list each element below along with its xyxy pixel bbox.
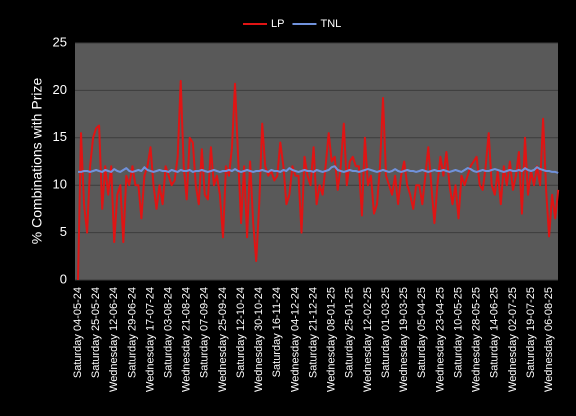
x-tick-label: Saturday 07-09-24 — [199, 287, 211, 378]
y-tick-label: 0 — [60, 271, 67, 286]
y-axis-title: % Combinations with Prize — [29, 78, 45, 245]
x-tick-label: Wednesday 02-07-25 — [507, 287, 519, 392]
x-tick-label: Wednesday 12-02-25 — [362, 287, 374, 392]
x-tick-label: Saturday 14-06-25 — [489, 287, 501, 378]
x-tick-label: Wednesday 12-06-24 — [108, 287, 120, 392]
x-tick-label: Saturday 25-05-24 — [90, 287, 102, 378]
x-tick-label: Wednesday 08-01-25 — [326, 287, 338, 392]
x-tick-label: Wednesday 19-03-25 — [398, 287, 410, 392]
x-tick-label: Saturday 12-10-24 — [235, 287, 247, 378]
line-series — [78, 165, 559, 174]
legend-label: LP — [271, 18, 284, 30]
x-tick-label: Wednesday 30-10-24 — [253, 287, 265, 392]
y-tick-label: 20 — [53, 82, 67, 97]
x-tick-label: Saturday 10-05-25 — [452, 287, 464, 378]
x-tick-label: Saturday 16-11-24 — [271, 287, 283, 377]
x-tick-label: Saturday 19-07-25 — [525, 287, 537, 378]
y-tick-label: 15 — [53, 129, 67, 144]
x-tick-label: Wednesday 28-05-25 — [471, 287, 483, 392]
x-tick-label: Saturday 01-03-25 — [380, 287, 392, 378]
legend-label: TNL — [320, 18, 341, 30]
x-tick-label: Wednesday 06-08-25 — [543, 287, 555, 392]
x-tick-label: Saturday 29-06-24 — [126, 287, 138, 378]
x-tick-label: Wednesday 25-09-24 — [217, 287, 229, 392]
y-tick-label: 25 — [53, 34, 67, 49]
x-tick-label: Wednesday 23-04-25 — [434, 287, 446, 392]
x-tick-label: Wednesday 21-08-24 — [181, 287, 193, 392]
x-tick-label: Saturday 03-08-24 — [163, 287, 175, 378]
x-tick-label: Saturday 04-05-24 — [72, 287, 84, 378]
y-tick-label: 10 — [53, 177, 67, 192]
x-tick-label: Wednesday 17-07-24 — [144, 287, 156, 392]
x-tick-label: Saturday 25-01-25 — [344, 287, 356, 378]
y-tick-label: 5 — [60, 224, 67, 239]
x-tick-label: Saturday 21-12-24 — [307, 287, 319, 378]
x-tick-label: Saturday 05-04-25 — [416, 287, 428, 378]
x-tick-label: Wednesday 04-12-24 — [289, 287, 301, 392]
